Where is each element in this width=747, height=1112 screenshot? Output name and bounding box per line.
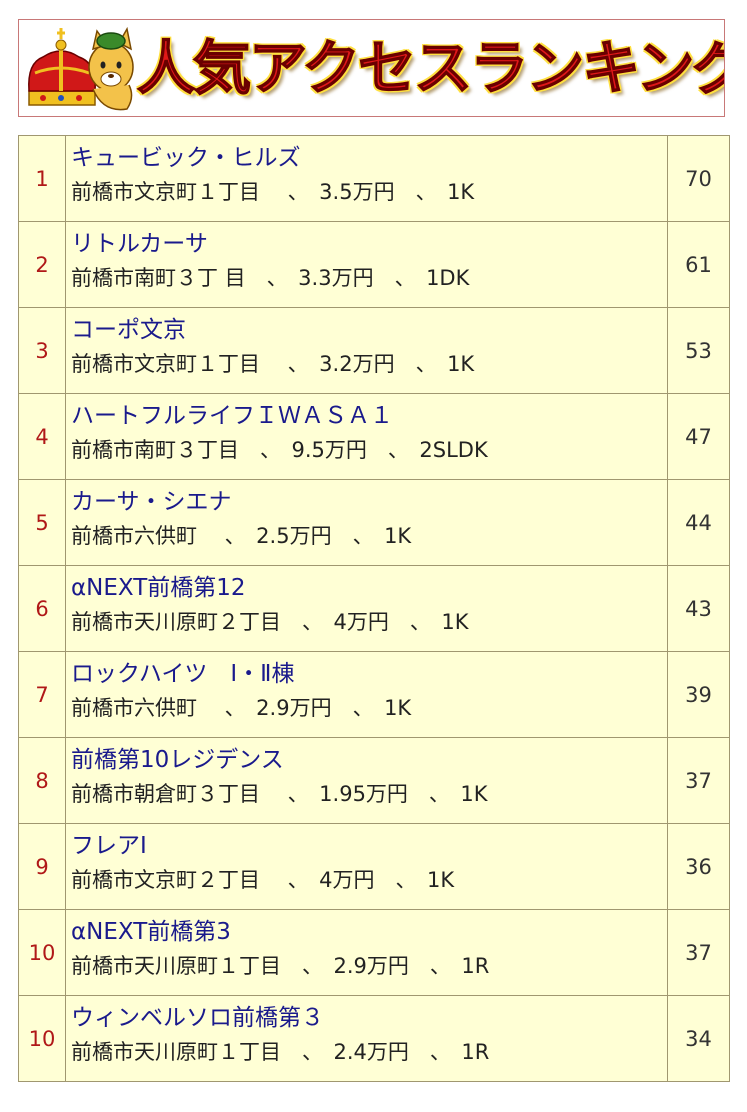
property-name-link[interactable]: ロックハイツ Ⅰ・Ⅱ棟 (71, 661, 295, 687)
property-cell: コーポ文京 前橋市文京町１丁目 、 3.2万円 、 1K (65, 307, 668, 394)
property-details: 前橋市南町３丁目 、 9.5万円 、 2SLDK (71, 438, 488, 462)
property-name-link[interactable]: カーサ・シエナ (71, 489, 232, 515)
rank-number: 1 (18, 135, 66, 222)
ranking-row: 2 リトルカーサ 前橋市南町３丁 目 、 3.3万円 、 1DK 61 (18, 221, 730, 308)
banner-title: 人気アクセスランキング (136, 33, 725, 103)
access-count: 36 (667, 823, 730, 910)
access-count: 53 (667, 307, 730, 394)
rank-number: 7 (18, 651, 66, 738)
property-name-link[interactable]: キュービック・ヒルズ (71, 145, 301, 171)
ranking-table: 1 キュービック・ヒルズ 前橋市文京町１丁目 、 3.5万円 、 1K 70 2… (18, 135, 730, 1082)
property-details: 前橋市文京町２丁目 、 4万円 、 1K (71, 868, 455, 892)
property-details: 前橋市天川原町１丁目 、 2.9万円 、 1R (71, 954, 490, 978)
access-count: 37 (667, 909, 730, 996)
ranking-row: 3 コーポ文京 前橋市文京町１丁目 、 3.2万円 、 1K 53 (18, 307, 730, 394)
rank-number: 10 (18, 995, 66, 1082)
rank-number: 3 (18, 307, 66, 394)
ranking-row: 7 ロックハイツ Ⅰ・Ⅱ棟 前橋市六供町 、 2.9万円 、 1K 39 (18, 651, 730, 738)
property-details: 前橋市天川原町１丁目 、 2.4万円 、 1R (71, 1040, 490, 1064)
ranking-row: 10 ウィンベルソロ前橋第３ 前橋市天川原町１丁目 、 2.4万円 、 1R 3… (18, 995, 730, 1082)
property-name-link[interactable]: コーポ文京 (71, 317, 186, 343)
access-count: 37 (667, 737, 730, 824)
rank-number: 5 (18, 479, 66, 566)
property-name-link[interactable]: フレアⅠ (71, 833, 147, 859)
access-count: 47 (667, 393, 730, 480)
rank-number: 4 (18, 393, 66, 480)
access-count: 43 (667, 565, 730, 652)
rank-number: 9 (18, 823, 66, 910)
ranking-row: 9 フレアⅠ 前橋市文京町２丁目 、 4万円 、 1K 36 (18, 823, 730, 910)
rank-number: 6 (18, 565, 66, 652)
ranking-banner: 人気アクセスランキング (18, 19, 725, 117)
property-details: 前橋市南町３丁 目 、 3.3万円 、 1DK (71, 266, 470, 290)
ranking-row: 6 αNEXT前橋第12 前橋市天川原町２丁目 、 4万円 、 1K 43 (18, 565, 730, 652)
crown-mascot-icon (28, 26, 134, 111)
property-details: 前橋市六供町 、 2.9万円 、 1K (71, 696, 412, 720)
property-name-link[interactable]: ハートフルライフＩＷＡＳＡ１ (71, 403, 393, 429)
property-name-link[interactable]: αNEXT前橋第3 (71, 919, 231, 945)
access-count: 44 (667, 479, 730, 566)
ranking-row: 4 ハートフルライフＩＷＡＳＡ１ 前橋市南町３丁目 、 9.5万円 、 2SLD… (18, 393, 730, 480)
ranking-list: 1 キュービック・ヒルズ 前橋市文京町１丁目 、 3.5万円 、 1K 70 2… (18, 135, 730, 1082)
property-cell: カーサ・シエナ 前橋市六供町 、 2.5万円 、 1K (65, 479, 668, 566)
property-cell: ロックハイツ Ⅰ・Ⅱ棟 前橋市六供町 、 2.9万円 、 1K (65, 651, 668, 738)
access-count: 61 (667, 221, 730, 308)
ranking-row: 1 キュービック・ヒルズ 前橋市文京町１丁目 、 3.5万円 、 1K 70 (18, 135, 730, 222)
property-details: 前橋市文京町１丁目 、 3.2万円 、 1K (71, 352, 475, 376)
access-count: 70 (667, 135, 730, 222)
property-cell: ハートフルライフＩＷＡＳＡ１ 前橋市南町３丁目 、 9.5万円 、 2SLDK (65, 393, 668, 480)
property-cell: キュービック・ヒルズ 前橋市文京町１丁目 、 3.5万円 、 1K (65, 135, 668, 222)
property-cell: リトルカーサ 前橋市南町３丁 目 、 3.3万円 、 1DK (65, 221, 668, 308)
property-details: 前橋市朝倉町３丁目 、 1.95万円 、 1K (71, 782, 488, 806)
property-cell: αNEXT前橋第3 前橋市天川原町１丁目 、 2.9万円 、 1R (65, 909, 668, 996)
property-cell: ウィンベルソロ前橋第３ 前橋市天川原町１丁目 、 2.4万円 、 1R (65, 995, 668, 1082)
property-name-link[interactable]: αNEXT前橋第12 (71, 575, 246, 601)
access-count: 39 (667, 651, 730, 738)
property-name-link[interactable]: ウィンベルソロ前橋第３ (71, 1005, 324, 1031)
access-count: 34 (667, 995, 730, 1082)
property-cell: αNEXT前橋第12 前橋市天川原町２丁目 、 4万円 、 1K (65, 565, 668, 652)
ranking-row: 8 前橋第10レジデンス 前橋市朝倉町３丁目 、 1.95万円 、 1K 37 (18, 737, 730, 824)
property-details: 前橋市六供町 、 2.5万円 、 1K (71, 524, 412, 548)
rank-number: 10 (18, 909, 66, 996)
property-details: 前橋市天川原町２丁目 、 4万円 、 1K (71, 610, 469, 634)
property-cell: フレアⅠ 前橋市文京町２丁目 、 4万円 、 1K (65, 823, 668, 910)
property-name-link[interactable]: リトルカーサ (71, 231, 208, 257)
ranking-row: 5 カーサ・シエナ 前橋市六供町 、 2.5万円 、 1K 44 (18, 479, 730, 566)
property-details: 前橋市文京町１丁目 、 3.5万円 、 1K (71, 180, 475, 204)
property-name-link[interactable]: 前橋第10レジデンス (71, 747, 284, 773)
rank-number: 2 (18, 221, 66, 308)
rank-number: 8 (18, 737, 66, 824)
ranking-row: 10 αNEXT前橋第3 前橋市天川原町１丁目 、 2.9万円 、 1R 37 (18, 909, 730, 996)
property-cell: 前橋第10レジデンス 前橋市朝倉町３丁目 、 1.95万円 、 1K (65, 737, 668, 824)
